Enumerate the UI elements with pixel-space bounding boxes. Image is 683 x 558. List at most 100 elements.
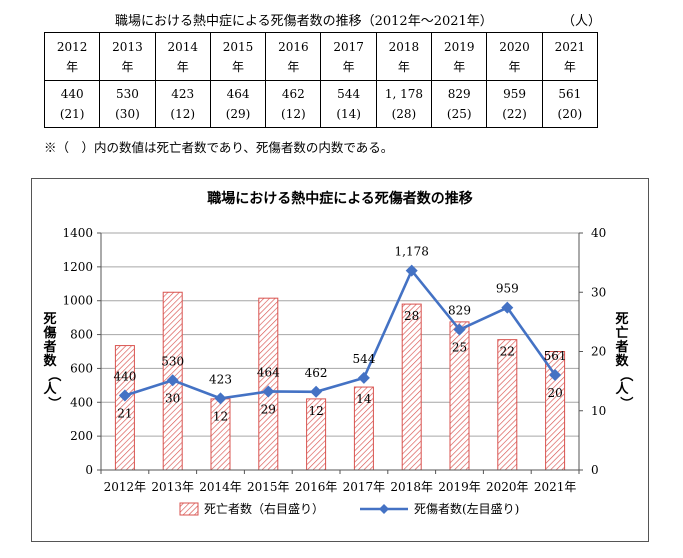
line-point bbox=[262, 385, 275, 398]
table-year-suffix: 年 bbox=[176, 59, 189, 74]
x-tick-label: 2016年 bbox=[295, 480, 338, 494]
table-deaths: (14) bbox=[336, 107, 361, 121]
axis-title-char: 亡 bbox=[615, 325, 628, 341]
table-value-cell: 829 (25) bbox=[431, 80, 488, 128]
table-casualties: 462 bbox=[281, 87, 305, 101]
chart-title: 職場における熱中症による死傷者数の推移 bbox=[207, 190, 473, 207]
x-tick-label: 2014年 bbox=[199, 480, 242, 494]
bar-data-label: 20 bbox=[547, 386, 562, 400]
table-value-cell: 462 (12) bbox=[265, 80, 322, 128]
table-year-suffix: 年 bbox=[397, 59, 410, 74]
table-year: 2012 bbox=[56, 39, 88, 54]
table-deaths: (29) bbox=[225, 107, 251, 121]
table-data-row: 440 (21) 530 (30) 423 (12) 464 (29) 462 (12) 544 (1… bbox=[43, 80, 599, 128]
axis-title-char: 数 bbox=[615, 353, 629, 369]
table-deaths: (21) bbox=[59, 107, 85, 121]
table-casualties: 1, 178 bbox=[384, 87, 424, 101]
axis-title-char: 者 bbox=[42, 339, 56, 355]
x-tick-label: 2017年 bbox=[343, 480, 386, 494]
y-tick-label: 1400 bbox=[62, 226, 93, 240]
table-casualties: 544 bbox=[337, 87, 361, 101]
table-deaths: (25) bbox=[446, 107, 472, 121]
table-casualties: 423 bbox=[171, 87, 195, 101]
legend-line-label: 死傷者数(左目盛り) bbox=[414, 501, 519, 516]
axis-title-char: 死 bbox=[43, 312, 56, 327]
table-year-cell: 2013 年 bbox=[99, 32, 156, 81]
legend-line-marker bbox=[379, 504, 389, 514]
table-casualties: 440 bbox=[60, 87, 84, 101]
table-value-cell: 423 (12) bbox=[154, 80, 211, 128]
y2-tick-label: 40 bbox=[591, 226, 606, 240]
line-point bbox=[310, 385, 323, 398]
y-tick-label: 400 bbox=[70, 395, 93, 409]
table-year-suffix: 年 bbox=[453, 59, 466, 74]
table-unit: （人） bbox=[562, 14, 602, 29]
bar-data-label: 12 bbox=[308, 404, 323, 418]
axis-title-char: 人 bbox=[615, 381, 629, 397]
table-year-suffix: 年 bbox=[563, 59, 576, 74]
y2-axis-title: 死亡者数（人） bbox=[614, 312, 634, 410]
table-value-cell: 440 (21) bbox=[43, 80, 101, 128]
x-tick-label: 2019年 bbox=[438, 480, 481, 494]
y2-tick-label: 30 bbox=[591, 285, 606, 299]
line-data-label: 464 bbox=[257, 365, 280, 379]
line-data-label: 544 bbox=[352, 352, 375, 366]
summary-table: 2012 年 2013 年 2014 年 2015 年 2016 年 2017 年 2018 年 2019 年… bbox=[43, 32, 599, 128]
x-tick-label: 2021年 bbox=[534, 480, 577, 494]
table-value-cell: 959 (22) bbox=[486, 80, 543, 128]
axis-title-char: ） bbox=[618, 396, 634, 409]
table-value-cell: 1, 178 (28) bbox=[375, 80, 433, 128]
table-title: 職場における熱中症による死傷者数の推移（2012年～2021年） bbox=[115, 14, 493, 29]
table-year: 2013 bbox=[112, 39, 143, 54]
line-point bbox=[405, 264, 418, 277]
bar-data-label: 30 bbox=[165, 391, 180, 405]
bar bbox=[401, 303, 422, 471]
line-point bbox=[118, 389, 131, 402]
y-tick-label: 800 bbox=[70, 328, 93, 342]
line-data-label: 462 bbox=[305, 366, 328, 380]
table-casualties: 464 bbox=[226, 87, 250, 101]
table-note: ※（ ）内の数値は死亡者数であり、死傷者数の内数である。 bbox=[44, 140, 394, 155]
table-year-cell: 2015 年 bbox=[209, 32, 267, 81]
table-value-cell: 544 (14) bbox=[320, 80, 377, 128]
table-year-suffix: 年 bbox=[121, 59, 134, 74]
line-data-label: 423 bbox=[209, 372, 232, 386]
x-tick-label: 2012年 bbox=[104, 480, 147, 494]
chart-frame: 440 530 423 464 462 544 1,178 829 959 561 21 30 12 29… bbox=[31, 178, 649, 542]
y2-tick-label: 10 bbox=[591, 404, 606, 418]
y-tick-label: 1000 bbox=[62, 294, 93, 308]
axis-title-char: （ bbox=[46, 368, 62, 381]
x-tick-label: 2015年 bbox=[247, 480, 290, 494]
table-header-row: 2012 年 2013 年 2014 年 2015 年 2016 年 2017 年 2018 年 2019 年… bbox=[43, 32, 599, 81]
axis-title-char: （ bbox=[618, 368, 634, 381]
table-deaths: (12) bbox=[170, 107, 196, 121]
table-caption: 職場における熱中症による死傷者数の推移（2012年～2021年） （人） bbox=[0, 10, 683, 30]
table-deaths: (30) bbox=[115, 107, 140, 121]
table-year-suffix: 年 bbox=[342, 59, 355, 74]
table-casualties: 829 bbox=[447, 87, 471, 101]
line-point bbox=[549, 369, 562, 382]
table-deaths: (22) bbox=[502, 107, 527, 121]
axis-title-char: 数 bbox=[43, 353, 57, 369]
line-series bbox=[124, 268, 557, 400]
legend-bar-label: 死亡者数（右目盛り） bbox=[204, 501, 324, 516]
y-tick-label: 200 bbox=[70, 429, 93, 443]
axis-title-char: 傷 bbox=[42, 325, 56, 341]
table-year-suffix: 年 bbox=[232, 59, 245, 74]
table-year-suffix: 年 bbox=[66, 59, 79, 74]
table-year: 2020 bbox=[499, 39, 530, 54]
line-data-label: 1,178 bbox=[395, 245, 429, 259]
axis-title-char: ） bbox=[46, 396, 62, 409]
table-value-cell: 530 (30) bbox=[99, 80, 156, 128]
line-data-label: 829 bbox=[448, 304, 471, 318]
table-deaths: (28) bbox=[391, 107, 417, 121]
table-year-cell: 2018 年 bbox=[375, 32, 433, 81]
y2-tick-label: 0 bbox=[591, 463, 599, 477]
bar-data-label: 22 bbox=[500, 345, 515, 359]
line-data-label: 530 bbox=[161, 354, 184, 368]
table-year-cell: 2020 年 bbox=[486, 32, 543, 81]
line-data-label: 440 bbox=[113, 370, 136, 384]
y-axis-title: 死傷者数（人） bbox=[42, 312, 62, 410]
chart-svg: 440 530 423 464 462 544 1,178 829 959 561 21 30 12 29… bbox=[42, 190, 634, 516]
table-year: 2019 bbox=[443, 39, 475, 54]
